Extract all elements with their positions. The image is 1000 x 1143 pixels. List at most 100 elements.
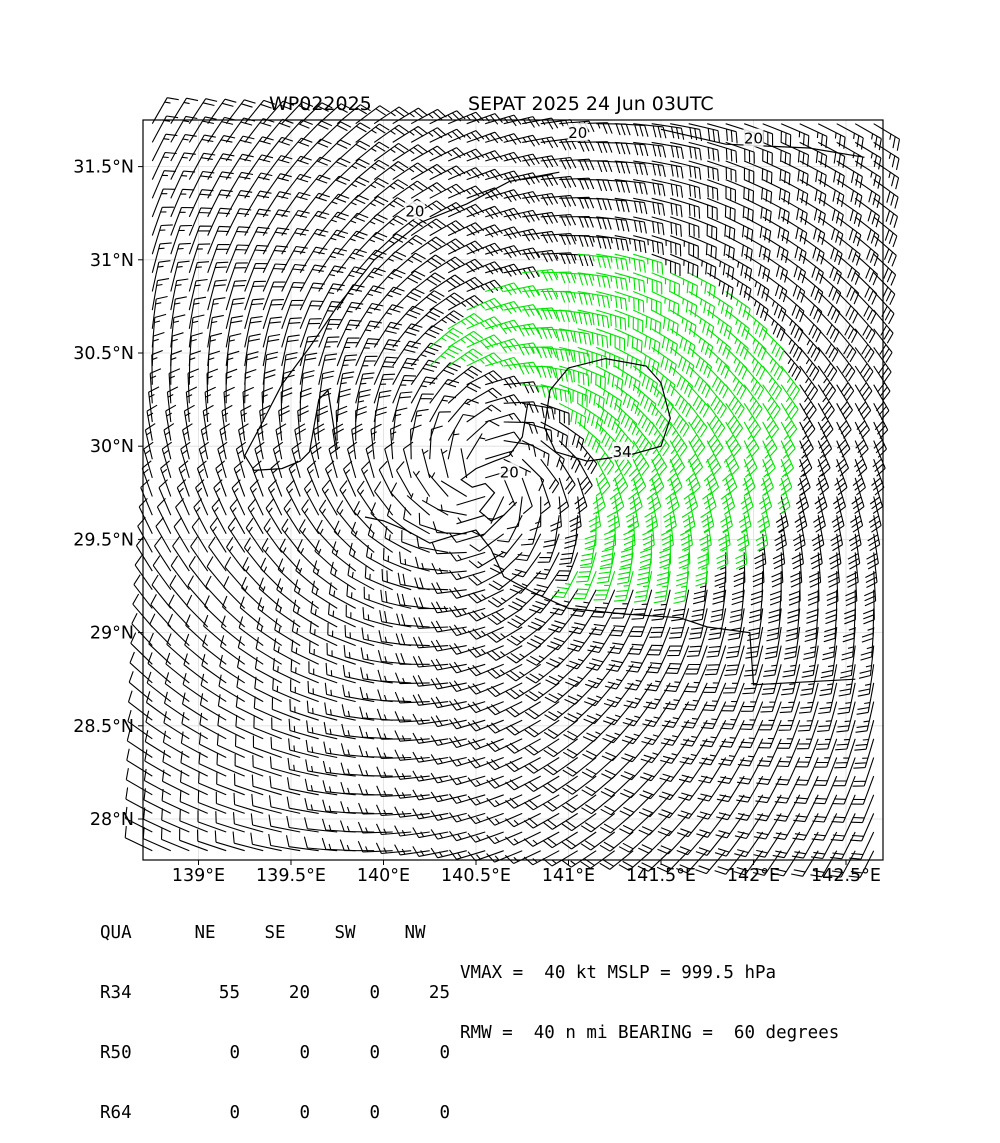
wind-barb — [586, 645, 616, 671]
wind-barb — [345, 604, 375, 628]
wind-barb — [867, 515, 881, 552]
wind-barb — [430, 677, 467, 690]
wind-barb — [447, 203, 485, 218]
wind-barb — [373, 233, 407, 255]
wind-barb — [414, 556, 449, 572]
wind-barb — [559, 365, 590, 387]
wind-barb — [399, 551, 430, 572]
wind-barb — [725, 384, 745, 419]
wind-barb — [827, 552, 840, 588]
wind-barb — [780, 216, 808, 245]
wind-barb — [762, 216, 790, 244]
wind-barb — [503, 285, 540, 298]
wind-barb — [207, 297, 226, 329]
cell-value: 0 — [229, 1103, 240, 1123]
wind-barb — [373, 197, 408, 218]
wind-barb — [699, 738, 727, 766]
wind-barb — [778, 701, 801, 731]
wind-barb — [799, 403, 816, 439]
wind-barb — [485, 245, 522, 259]
wind-barb — [350, 521, 375, 553]
wind-barb — [206, 556, 227, 591]
wind-barb — [167, 613, 190, 646]
wind-barb — [244, 208, 271, 236]
wind-barb — [836, 421, 851, 458]
wind-barb — [706, 346, 730, 379]
wind-barb — [678, 775, 708, 801]
wind-barb — [207, 244, 230, 273]
wind-barb — [808, 552, 822, 588]
wind-barb — [355, 195, 389, 218]
wind-barb — [577, 402, 604, 432]
wind-barb — [323, 741, 356, 759]
wind-barb — [688, 216, 718, 240]
wind-barb — [792, 813, 819, 841]
wind-barb — [688, 291, 716, 319]
wind-barb — [225, 297, 245, 329]
wind-barb — [774, 775, 801, 804]
wind-barb — [799, 272, 824, 304]
wind-barb — [429, 345, 463, 367]
wind-barb — [736, 757, 764, 785]
wind-barb — [522, 230, 558, 244]
wind-barb — [260, 557, 283, 591]
cell-value: 0 — [299, 1103, 310, 1123]
wind-barb — [161, 441, 173, 479]
wind-barb — [416, 535, 449, 553]
wind-barb — [172, 536, 190, 572]
wind-barb — [722, 664, 745, 694]
wind-barb — [799, 328, 821, 362]
wind-barb — [412, 732, 449, 744]
wind-barb — [591, 589, 616, 618]
wind-barb — [817, 235, 843, 266]
wind-barb — [854, 347, 874, 382]
wind-barb — [670, 216, 700, 239]
wind-barb — [304, 797, 338, 814]
wind-barb — [847, 533, 861, 570]
wind-barb — [375, 842, 412, 855]
wind-barb — [358, 764, 393, 777]
wind-barb — [318, 193, 350, 218]
wind-barb — [836, 272, 860, 305]
wind-barb — [285, 835, 319, 852]
wind-barb — [201, 654, 227, 684]
wind-barb — [466, 279, 503, 293]
wind-barb — [819, 664, 838, 697]
wind-barb — [327, 602, 356, 628]
wind-barb — [421, 496, 449, 516]
wind-barb — [648, 458, 665, 496]
wind-barb — [569, 496, 582, 532]
wind-barb — [589, 608, 616, 636]
wind-barb — [669, 402, 690, 437]
wind-barb — [706, 197, 736, 222]
wind-barb — [196, 829, 227, 852]
wind-barb — [813, 775, 838, 805]
wind-barb — [186, 594, 209, 628]
wind-barb — [336, 230, 368, 255]
wind-barb — [772, 533, 786, 570]
contour-label: 20 — [500, 463, 519, 481]
wind-barb — [595, 440, 615, 475]
wind-barb — [188, 314, 205, 348]
wind-barb — [233, 460, 246, 497]
wind-barb — [306, 700, 338, 721]
wind-barb — [697, 775, 727, 802]
wind-barb — [412, 694, 449, 706]
wind-barb — [849, 831, 875, 860]
wind-barb — [269, 775, 301, 796]
wind-barb — [670, 141, 702, 161]
wind-barb — [376, 747, 412, 759]
wind-barb — [410, 342, 442, 367]
wind-barb — [150, 594, 172, 628]
wind-barb — [614, 290, 645, 313]
wind-contours — [244, 128, 865, 686]
wind-barb — [623, 515, 636, 551]
wind-barb — [376, 728, 412, 740]
wind-barb — [837, 682, 856, 715]
wind-barb — [622, 701, 653, 727]
wind-barb — [292, 599, 319, 628]
wind-barb — [376, 708, 412, 721]
wind-barb — [127, 690, 153, 721]
wind-barb — [250, 832, 282, 852]
wind-barb — [447, 429, 460, 460]
